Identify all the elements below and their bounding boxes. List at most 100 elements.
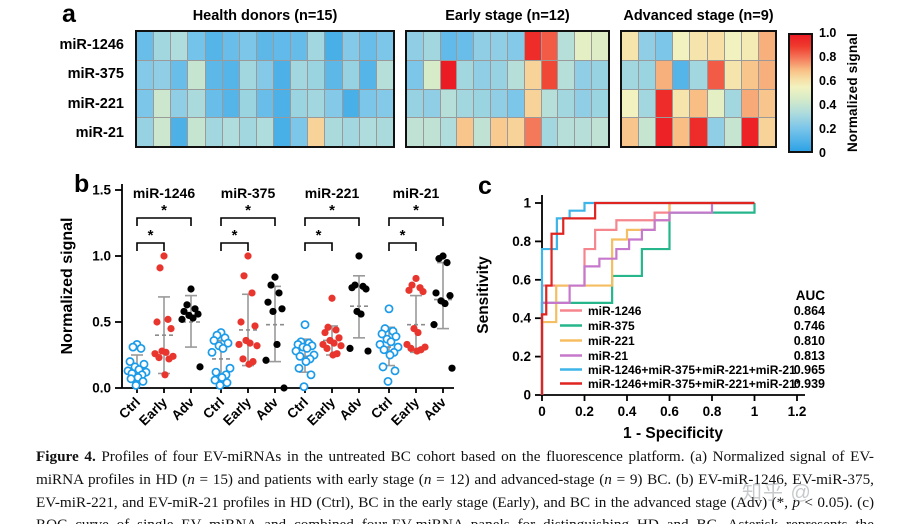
sig-star: * — [413, 202, 419, 219]
scatter-point — [153, 318, 161, 326]
scatter-point — [435, 255, 443, 263]
heatmap-cell — [291, 89, 308, 118]
heatmap-cell — [423, 118, 440, 146]
scatter-point — [162, 348, 170, 356]
heatmap-cell — [239, 118, 256, 146]
heatmap-cell — [541, 89, 558, 118]
scatter-point — [237, 318, 245, 326]
c-x-tick-label: 1 — [751, 404, 759, 419]
heatmap-cell — [575, 118, 592, 146]
b-x-category-label: Early — [136, 394, 170, 428]
heatmap-cell — [741, 89, 758, 118]
c-x-tick-label: 0.2 — [575, 404, 594, 419]
heatmap-cell — [474, 118, 491, 146]
heatmap-cell — [558, 118, 575, 146]
heatmap-cell — [575, 89, 592, 118]
heatmap-cell — [656, 60, 673, 89]
heatmap-cell — [491, 118, 507, 146]
heatmap-title-advanced-stage: Advanced stage (n=9) — [623, 8, 774, 24]
scatter-point — [385, 350, 395, 360]
scatter-point — [131, 380, 141, 390]
heatmap-cell — [171, 32, 188, 60]
scatter-point — [225, 363, 235, 373]
heatmap-cell — [524, 60, 541, 89]
b-y-tick-label: 1.0 — [92, 249, 111, 264]
sig-star: * — [161, 202, 167, 219]
scatter-point — [391, 332, 401, 341]
scatter-point — [239, 355, 247, 363]
heatmap-cell — [507, 89, 524, 118]
caption-segment: = 9) BC. (b) EV-miR-1246, EV-miR-375, EV… — [36, 470, 874, 511]
scatter-point — [321, 328, 329, 337]
scatter-point — [209, 336, 219, 345]
scatter-point — [160, 252, 168, 260]
heatmap-row-label: miR-375 — [67, 66, 124, 83]
scatter-point — [253, 342, 261, 350]
scatter-point — [379, 345, 389, 355]
sig-bracket-inner — [388, 242, 417, 251]
heatmap-cell — [239, 60, 256, 89]
heatmap-cell — [308, 118, 325, 146]
scatter-point — [125, 357, 135, 367]
b-y-tick-label: 1.5 — [92, 183, 111, 198]
colorbar-tick-labels: 1.0 0.8 0.6 0.4 0.2 0 — [819, 26, 849, 160]
heatmap-cell — [376, 60, 393, 89]
scatter-point — [390, 366, 400, 376]
c-y-axis-label: Sensitivity — [475, 256, 492, 334]
c-x-tick-label: 1.2 — [788, 404, 807, 419]
legend-label: miR-221 — [588, 334, 635, 348]
heatmap-cell — [154, 60, 171, 89]
c-x-axis-label: 1 - Specificity — [623, 425, 723, 442]
scatter-point — [248, 289, 256, 297]
scatter-point — [240, 272, 248, 280]
heatmap-cell — [575, 60, 592, 89]
scatter-point — [167, 325, 175, 333]
auc-value: 0.864 — [794, 304, 825, 318]
scatter-point — [448, 364, 456, 372]
heatmap-cell — [188, 60, 205, 89]
caption-segment: n — [423, 470, 432, 488]
heatmap-cell — [622, 32, 639, 60]
sig-star: * — [232, 227, 238, 244]
scatter-point — [262, 356, 270, 364]
scatter-point — [443, 259, 451, 267]
heatmap-cell — [724, 32, 741, 60]
heatmap-cell — [524, 32, 541, 60]
scatter-point — [441, 299, 449, 308]
heatmap-cell — [707, 118, 724, 146]
scatter-point — [269, 307, 277, 316]
scatter-point — [222, 378, 232, 388]
colorbar-tick: 0.4 — [819, 98, 837, 112]
scatter-point — [196, 363, 204, 371]
scatter-point — [364, 347, 372, 355]
heatmap-title-health-donors: Health donors (n=15) — [192, 8, 338, 24]
auc-value: 0.746 — [794, 319, 825, 333]
scatter-point — [235, 340, 243, 349]
caption-segment: = 12) and advanced-stage ( — [431, 470, 605, 488]
heatmap-cell — [690, 60, 707, 89]
heatmap-cell — [622, 89, 639, 118]
sig-bracket-outer — [388, 217, 444, 226]
heatmap-cell — [291, 60, 308, 89]
b-x-category-label: Early — [388, 394, 422, 428]
sig-bracket-outer — [304, 217, 360, 226]
scatter-point — [139, 359, 149, 369]
scatter-point — [246, 339, 254, 347]
colorbar-tick: 1.0 — [819, 26, 837, 40]
heatmap-cell — [342, 60, 359, 89]
scatter-point — [156, 264, 164, 272]
heatmap-cell — [673, 118, 690, 146]
scatter-point — [300, 320, 310, 330]
scatter-point — [412, 274, 420, 283]
auc-value: 0.810 — [794, 334, 825, 348]
heatmap-cell — [457, 60, 474, 89]
roc-curve-miR-21 — [540, 201, 755, 395]
heatmap-cell — [758, 89, 775, 118]
heatmap-cell — [154, 32, 171, 60]
heatmap-cell — [291, 32, 308, 60]
heatmap-cell — [359, 60, 376, 89]
b-x-category-label: Adv — [252, 394, 281, 423]
caption-segment: Figure 4. — [36, 448, 96, 465]
caption-segment: = 15) and patients with early stage ( — [194, 470, 424, 488]
